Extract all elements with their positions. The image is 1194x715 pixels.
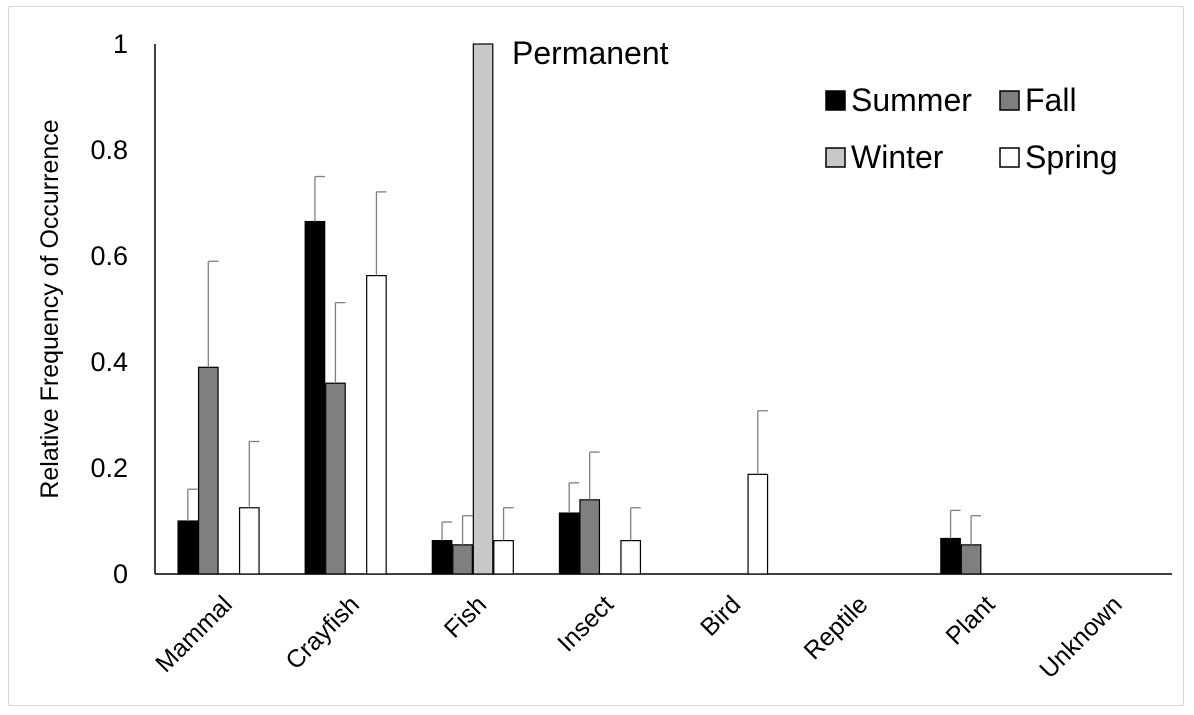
x-tick-label: Mammal	[150, 590, 238, 678]
x-tick-label: Insect	[552, 590, 619, 657]
x-tick-label: Crayfish	[280, 590, 365, 675]
bar	[493, 540, 514, 575]
legend-swatch	[825, 90, 846, 111]
y-tick-label: 0.2	[90, 453, 128, 483]
bar	[238, 507, 260, 575]
bar	[177, 520, 199, 575]
error-bars	[187, 175, 982, 545]
legend-label: Summer	[851, 82, 972, 118]
bar	[747, 473, 769, 575]
y-axis-label: Relative Frequency of Occurrence	[36, 119, 64, 498]
bar	[452, 544, 473, 575]
legend-swatch	[825, 147, 846, 168]
legend-label: Spring	[1025, 139, 1118, 175]
y-tick-label: 0.6	[90, 241, 128, 271]
x-tick-label: Bird	[695, 590, 746, 641]
chart-frame	[8, 6, 1184, 706]
legend: Summer Fall Winter Spring	[825, 82, 1118, 175]
y-tick-label: 0.4	[90, 347, 128, 377]
y-tick-label: 0	[113, 559, 128, 589]
bar	[431, 540, 453, 575]
y-tick-label: 1	[113, 29, 128, 59]
bar	[960, 544, 982, 575]
legend-swatch	[999, 90, 1020, 111]
legend-label: Winter	[851, 139, 944, 175]
bar	[304, 220, 326, 575]
legend-swatch	[999, 147, 1020, 168]
labels: 0 0.2 0.4 0.6 0.8 1 Mammal Crayfish Fish Insect Bi…	[90, 29, 1127, 684]
legend-label: Fall	[1025, 82, 1077, 118]
bar	[366, 275, 387, 575]
bars	[177, 43, 982, 575]
chart-title: Permanent	[512, 35, 669, 71]
bar	[558, 512, 580, 575]
bar	[325, 382, 346, 575]
x-tick-label: Reptile	[799, 590, 874, 665]
y-tick-label: 0.8	[90, 135, 128, 165]
x-tick-label: Fish	[439, 590, 492, 643]
x-tick-label: Plant	[940, 590, 1000, 650]
bar	[940, 537, 961, 575]
bar	[579, 499, 601, 575]
x-tick-label: Unknown	[1034, 590, 1128, 684]
bar	[620, 540, 642, 575]
bar	[472, 43, 494, 575]
bar	[197, 366, 219, 575]
